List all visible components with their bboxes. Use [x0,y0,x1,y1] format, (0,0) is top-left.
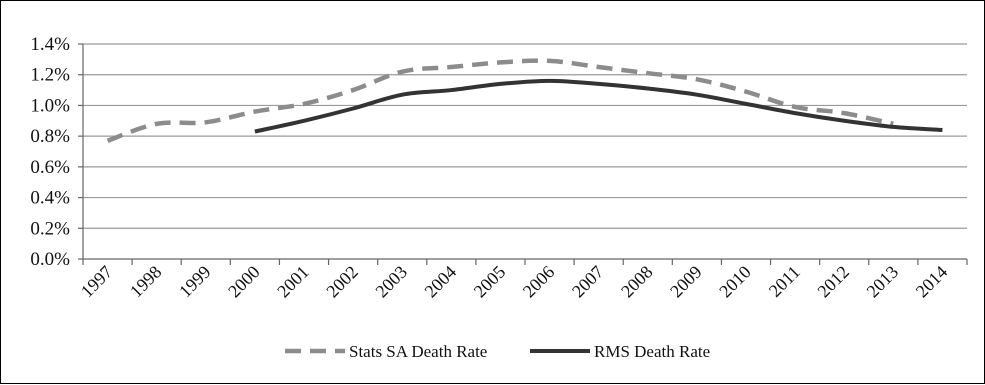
gridlines [83,43,967,229]
axes [78,43,968,265]
x-axis-tick-labels: 1997 1998 1999 2000 2001 2002 2003 2004 2005 2006… [77,262,951,302]
x-tick-label: 2011 [765,262,804,301]
y-tick-label: 0.6% [30,157,70,178]
series-lines [106,58,943,143]
legend-label: Stats SA Death Rate [349,342,487,361]
y-tick-label: 0.0% [30,249,70,270]
x-tick-label: 1997 [77,262,117,302]
y-tick-label: 0.8% [30,126,70,147]
x-tick-label: 2010 [715,262,755,302]
y-tick-label: 1.0% [30,95,70,116]
x-tick-label: 1999 [175,262,215,302]
x-tick-label: 1998 [126,262,166,302]
x-tick-label: 2006 [519,262,559,302]
y-tick-label: 1.4% [30,34,70,55]
x-tick-label: 2012 [813,262,853,302]
x-tick-label: 2003 [371,262,411,302]
y-tick-label: 1.2% [30,65,70,86]
x-tick-label: 2013 [863,262,903,302]
x-tick-label: 2004 [421,262,461,302]
y-axis-tick-labels: 0.0% 0.2% 0.4% 0.6% 0.8% 1.0% 1.2% 1.4% [30,34,70,270]
series-line-stats-sa-death-rate [106,58,894,143]
legend-label: RMS Death Rate [594,342,710,361]
y-tick-label: 0.4% [30,188,70,209]
x-tick-label: 2007 [568,262,608,302]
y-tick-label: 0.2% [30,218,70,239]
x-tick-label: 2002 [322,262,362,302]
legend: Stats SA Death Rate RMS Death Rate [285,342,710,361]
x-tick-label: 2014 [912,262,952,302]
series-line-rms-death-rate [254,78,943,134]
x-tick-label: 2001 [273,262,313,302]
x-tick-label: 2005 [470,262,510,302]
x-tick-label: 2009 [666,262,706,302]
x-tick-label: 2008 [617,262,657,302]
x-tick-label: 2000 [224,262,264,302]
